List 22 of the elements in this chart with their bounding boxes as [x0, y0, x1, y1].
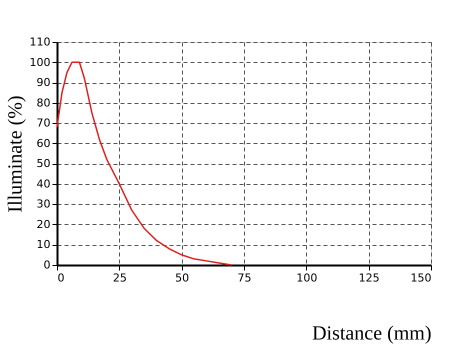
y-tick-label: 20	[36, 218, 50, 231]
x-tick-label: 0	[58, 272, 64, 284]
x-tick-label: 150	[410, 272, 432, 284]
y-tick-label: 70	[36, 116, 50, 130]
y-tick-label: 110	[30, 36, 50, 48]
y-tick-label: 80	[36, 96, 50, 110]
x-axis-title: Distance (mm)	[312, 322, 432, 344]
line-series	[56, 62, 232, 266]
y-tick-label: 60	[36, 136, 50, 150]
x-tick-label: 50	[175, 272, 190, 284]
y-tick-label: 30	[36, 198, 50, 211]
x-tick-label: 100	[296, 272, 318, 284]
y-tick-label: 0	[44, 258, 50, 272]
y-tick-label: 40	[36, 177, 50, 190]
y-tick-label: 100	[30, 56, 50, 69]
y-tick-label: 10	[36, 238, 50, 252]
x-tick-label: 25	[112, 272, 127, 284]
y-tick-label: 50	[36, 157, 50, 170]
y-tick-label: 90	[36, 76, 50, 90]
y-axis-title: Illuminate (%)	[4, 95, 27, 213]
x-tick-label: 125	[358, 272, 380, 284]
x-tick-label: 75	[238, 272, 252, 284]
